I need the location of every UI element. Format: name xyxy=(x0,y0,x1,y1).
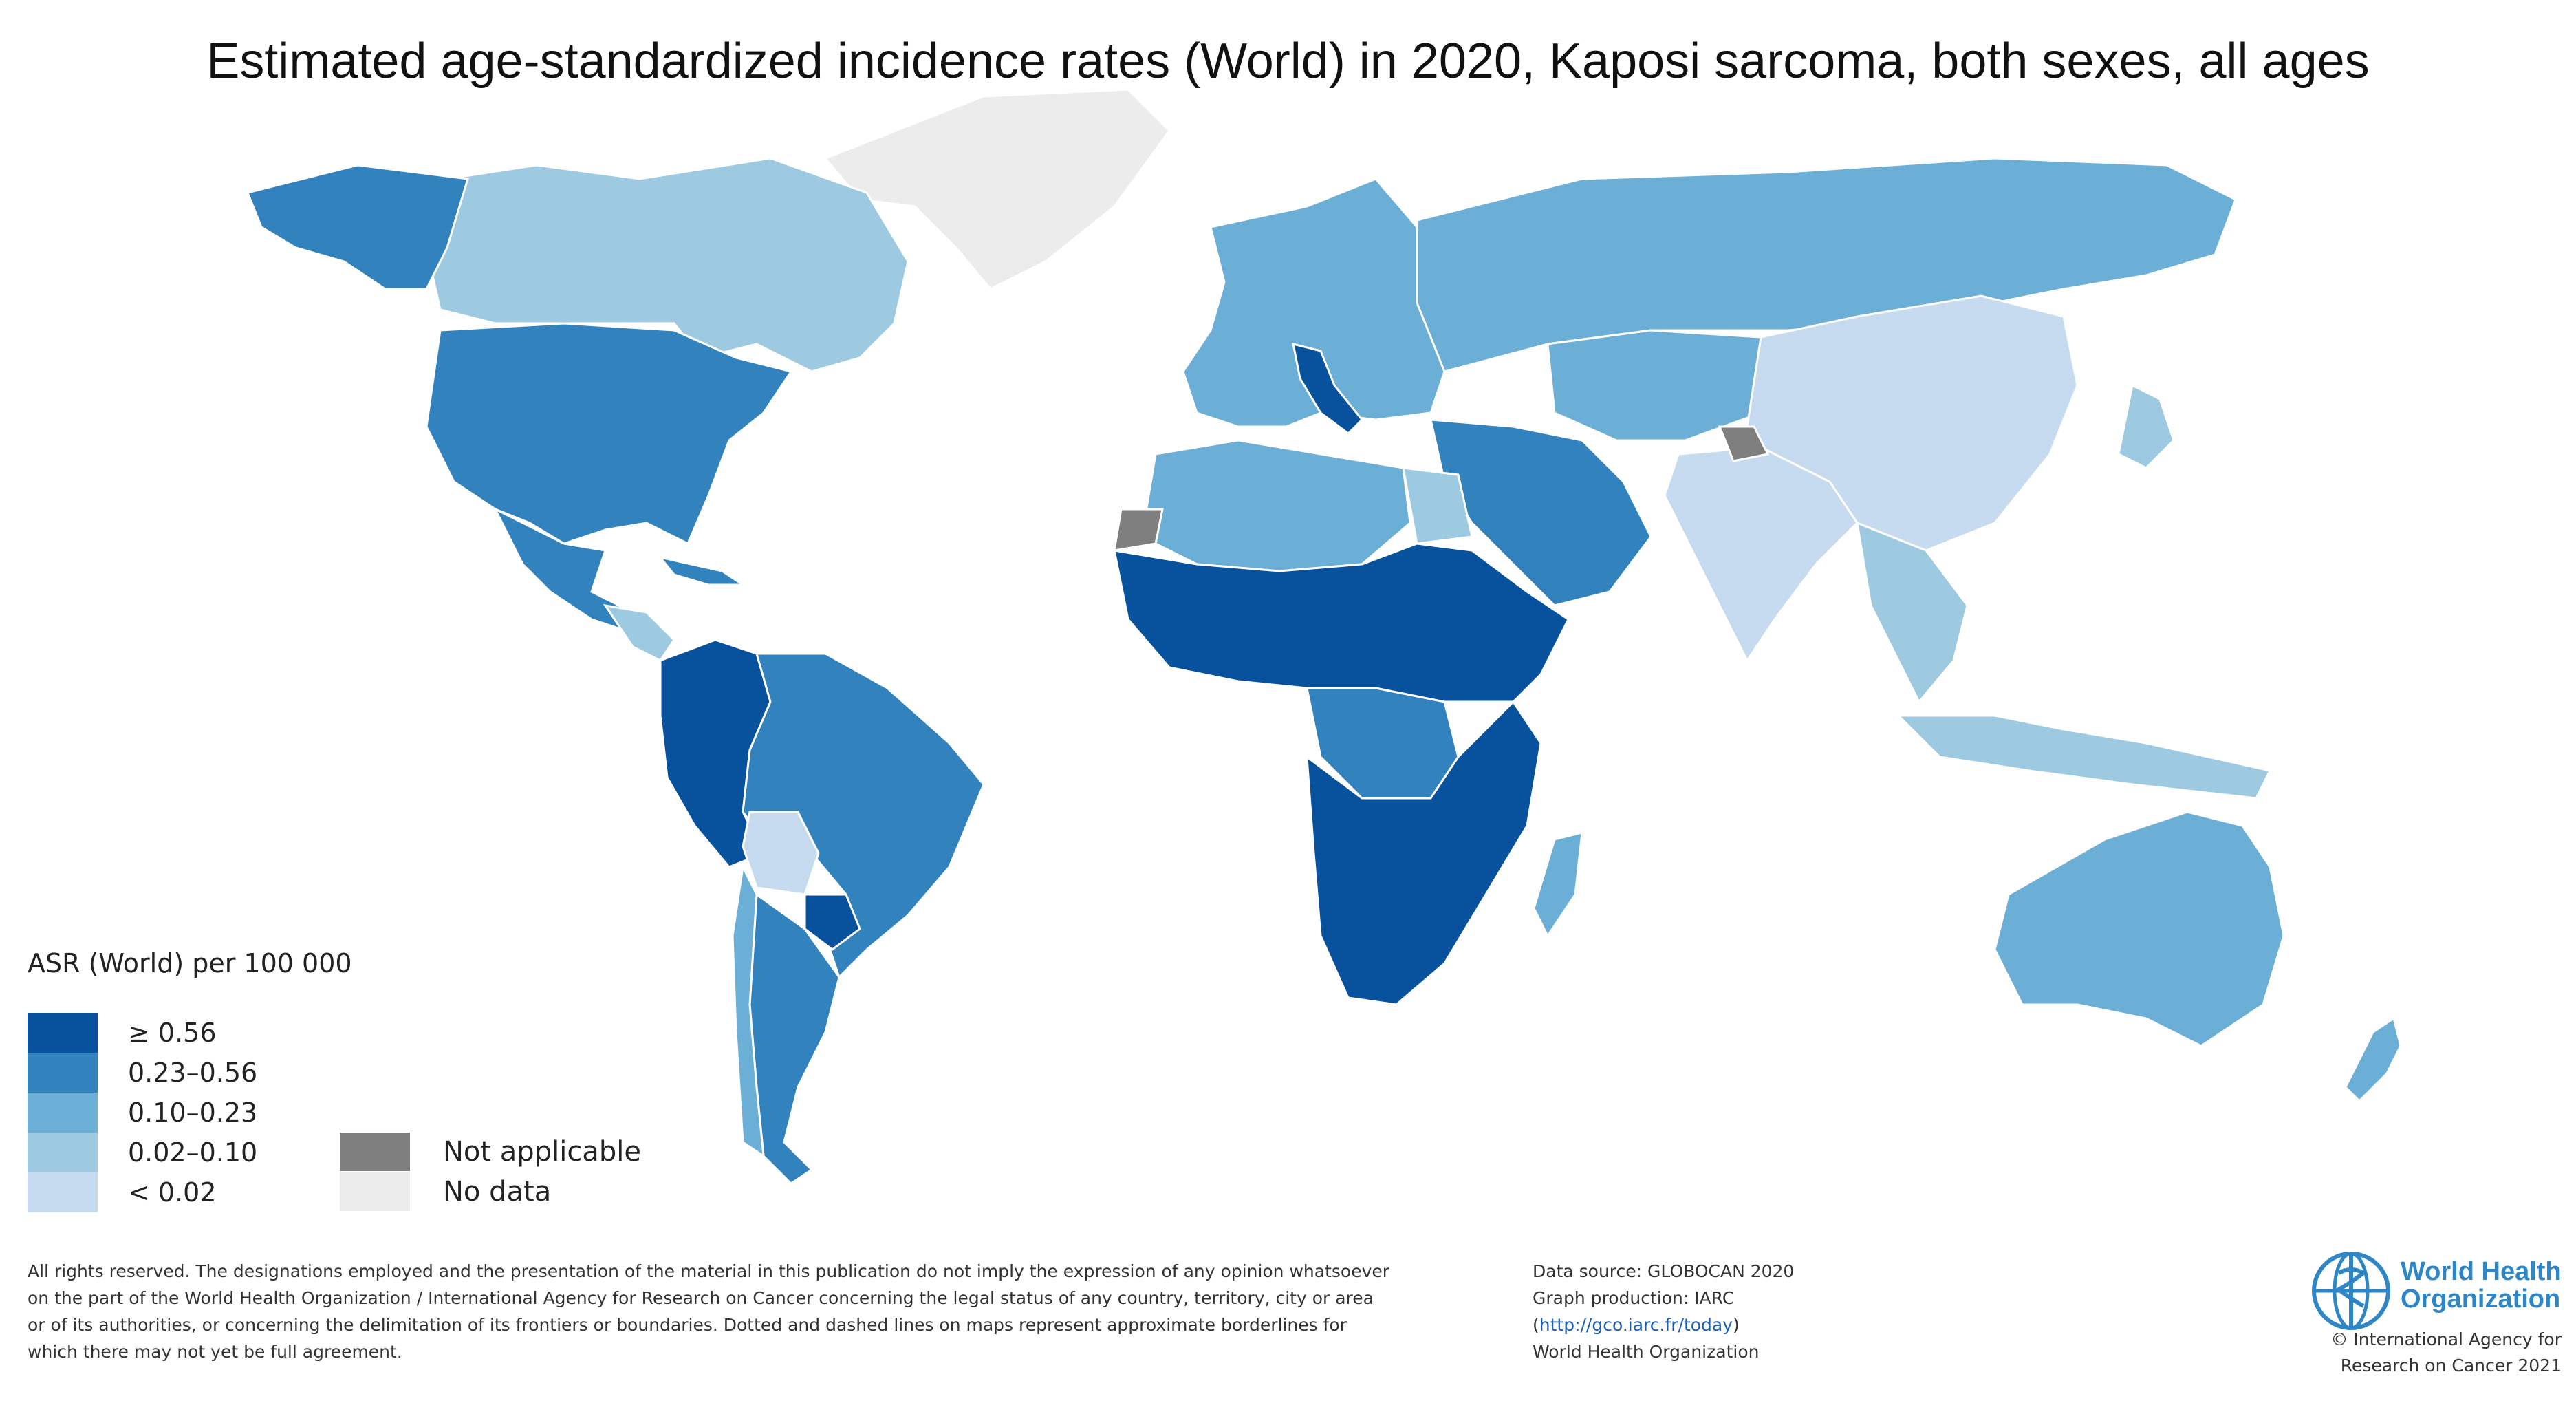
legend-swatch xyxy=(28,1093,98,1133)
legend-label: ≥ 0.56 xyxy=(128,1018,217,1048)
region-alaska xyxy=(246,164,469,290)
legend-swatch xyxy=(340,1172,410,1211)
legend-item-no-data: No data xyxy=(340,1172,551,1211)
region-southern-africa xyxy=(1306,700,1542,1006)
copyright-line2: Research on Cancer 2021 xyxy=(2340,1356,2562,1375)
data-source-block: Data source: GLOBOCAN 2020 Graph product… xyxy=(1533,1258,1794,1365)
region-central-asia xyxy=(1546,329,1762,442)
region-chile xyxy=(731,864,765,1159)
region-japan xyxy=(2117,383,2175,469)
region-united-states xyxy=(425,322,793,546)
region-paraguay xyxy=(803,893,861,951)
source-link[interactable]: http://gco.iarc.fr/today xyxy=(1539,1315,1733,1335)
region-italy xyxy=(1292,342,1364,435)
legend-item-class-4: 0.02–0.10 xyxy=(28,1133,257,1172)
source-link-line: (http://gco.iarc.fr/today) xyxy=(1533,1311,1794,1338)
region-western-sahara xyxy=(1113,508,1164,552)
data-source: Data source: GLOBOCAN 2020 xyxy=(1533,1261,1795,1281)
link-paren-open: ( xyxy=(1533,1315,1539,1335)
region-egypt xyxy=(1402,467,1473,545)
copyright-line1: © International Agency for xyxy=(2330,1329,2562,1349)
legend-swatch xyxy=(28,1172,98,1212)
legend-label: 0.10–0.23 xyxy=(128,1097,258,1128)
region-russia xyxy=(1416,157,2237,373)
disclaimer-line: on the part of the World Health Organiza… xyxy=(28,1288,1374,1308)
region-kashmir xyxy=(1718,425,1770,462)
graph-production: Graph production: IARC xyxy=(1533,1288,1735,1308)
disclaimer-line: All rights reserved. The designations em… xyxy=(28,1261,1390,1281)
map-title: Estimated age-standardized incidence rat… xyxy=(206,34,2370,89)
legend-label: 0.23–0.56 xyxy=(128,1058,258,1088)
legend-label: < 0.02 xyxy=(128,1177,217,1208)
legend-item-class-2: 0.23–0.56 xyxy=(28,1053,257,1093)
legend-swatch xyxy=(340,1133,410,1171)
region-north-africa xyxy=(1140,439,1411,572)
legend-item-class-1: ≥ 0.56 xyxy=(28,1013,217,1053)
legend-item-not-applicable: Not applicable xyxy=(340,1133,641,1171)
region-sub-saharan-africa xyxy=(1113,542,1570,703)
disclaimer: All rights reserved. The designations em… xyxy=(28,1258,1493,1365)
disclaimer-line: which there may not yet be full agreemen… xyxy=(28,1342,402,1362)
legend-label: Not applicable xyxy=(443,1136,641,1168)
who-name: World Health Organization xyxy=(2401,1258,2562,1313)
region-caribbean xyxy=(658,555,746,586)
region-australia xyxy=(1993,811,2285,1047)
who-name-line2: Organization xyxy=(2401,1285,2561,1314)
region-canada xyxy=(425,157,909,373)
legend-title: ASR (World) per 100 000 xyxy=(28,948,352,978)
region-greenland xyxy=(823,88,1171,290)
region-india xyxy=(1663,446,1859,663)
who-name-line1: World Health xyxy=(2401,1257,2562,1286)
legend-item-class-5: < 0.02 xyxy=(28,1172,217,1212)
region-new-zealand xyxy=(2344,1016,2402,1103)
disclaimer-line: or of its authorities, or concerning the… xyxy=(28,1315,1347,1335)
legend-item-class-3: 0.10–0.23 xyxy=(28,1093,257,1133)
legend-swatch xyxy=(28,1133,98,1172)
region-indonesia xyxy=(1896,714,2272,800)
region-central-america xyxy=(603,603,675,662)
legend-swatch xyxy=(28,1053,98,1093)
who-logo-icon xyxy=(2312,1252,2390,1330)
region-madagascar xyxy=(1533,831,1583,938)
region-southeast-asia xyxy=(1856,521,1969,704)
copyright: © International Agency for Research on C… xyxy=(2296,1327,2562,1379)
link-paren-close: ) xyxy=(1733,1315,1740,1335)
legend-label: No data xyxy=(443,1176,552,1208)
source-organization: World Health Organization xyxy=(1533,1342,1760,1362)
legend-swatch xyxy=(28,1013,98,1053)
legend-label: 0.02–0.10 xyxy=(128,1137,258,1168)
